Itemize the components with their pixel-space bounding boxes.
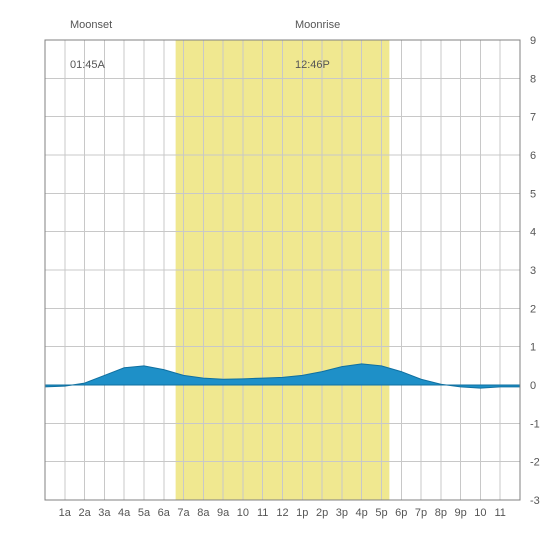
x-tick-label: 8p [435, 507, 447, 519]
x-tick-label: 2p [316, 507, 328, 519]
y-tick-label: 4 [530, 227, 536, 239]
x-tick-label: 7a [177, 507, 190, 519]
y-tick-label: 3 [530, 265, 536, 277]
y-tick-label: 0 [530, 380, 536, 392]
y-tick-label: -2 [530, 457, 540, 469]
x-tick-label: 6a [158, 507, 171, 519]
moonrise-label: Moonrise 12:46P [295, 6, 340, 72]
x-tick-label: 7p [415, 507, 427, 519]
x-tick-label: 1a [59, 507, 72, 519]
y-tick-label: 7 [530, 112, 536, 124]
x-tick-label: 3p [336, 507, 348, 519]
x-tick-label: 9p [455, 507, 467, 519]
y-tick-label: 1 [530, 342, 536, 354]
y-tick-label: 5 [530, 188, 536, 200]
x-tick-label: 1p [296, 507, 308, 519]
x-tick-label: 5p [375, 507, 387, 519]
x-tick-label: 3a [98, 507, 111, 519]
x-tick-label: 12 [276, 507, 288, 519]
x-tick-label: 6p [395, 507, 407, 519]
tide-chart-svg: -3-2-101234567891a2a3a4a5a6a7a8a9a101112… [0, 0, 550, 550]
tide-chart-wrapper: { "labels": { "moonset_title": "Moonset"… [0, 0, 550, 550]
moonset-label: Moonset 01:45A [70, 6, 112, 72]
x-tick-label: 4a [118, 507, 131, 519]
y-tick-label: 8 [530, 73, 536, 85]
y-tick-label: 6 [530, 150, 536, 162]
x-tick-label: 11 [257, 507, 268, 519]
y-tick-label: 9 [530, 35, 536, 47]
x-tick-label: 9a [217, 507, 230, 519]
x-tick-label: 10 [237, 507, 249, 519]
x-tick-label: 10 [474, 507, 486, 519]
x-tick-label: 2a [78, 507, 91, 519]
x-tick-label: 8a [197, 507, 210, 519]
y-tick-label: -3 [530, 495, 540, 507]
x-tick-label: 11 [494, 507, 505, 519]
moonset-title: Moonset [70, 19, 112, 31]
x-tick-label: 4p [356, 507, 368, 519]
moonrise-time: 12:46P [295, 59, 330, 71]
moonrise-title: Moonrise [295, 19, 340, 31]
y-tick-label: -1 [530, 418, 540, 430]
moonset-time: 01:45A [70, 59, 105, 71]
y-tick-label: 2 [530, 303, 536, 315]
x-tick-label: 5a [138, 507, 151, 519]
